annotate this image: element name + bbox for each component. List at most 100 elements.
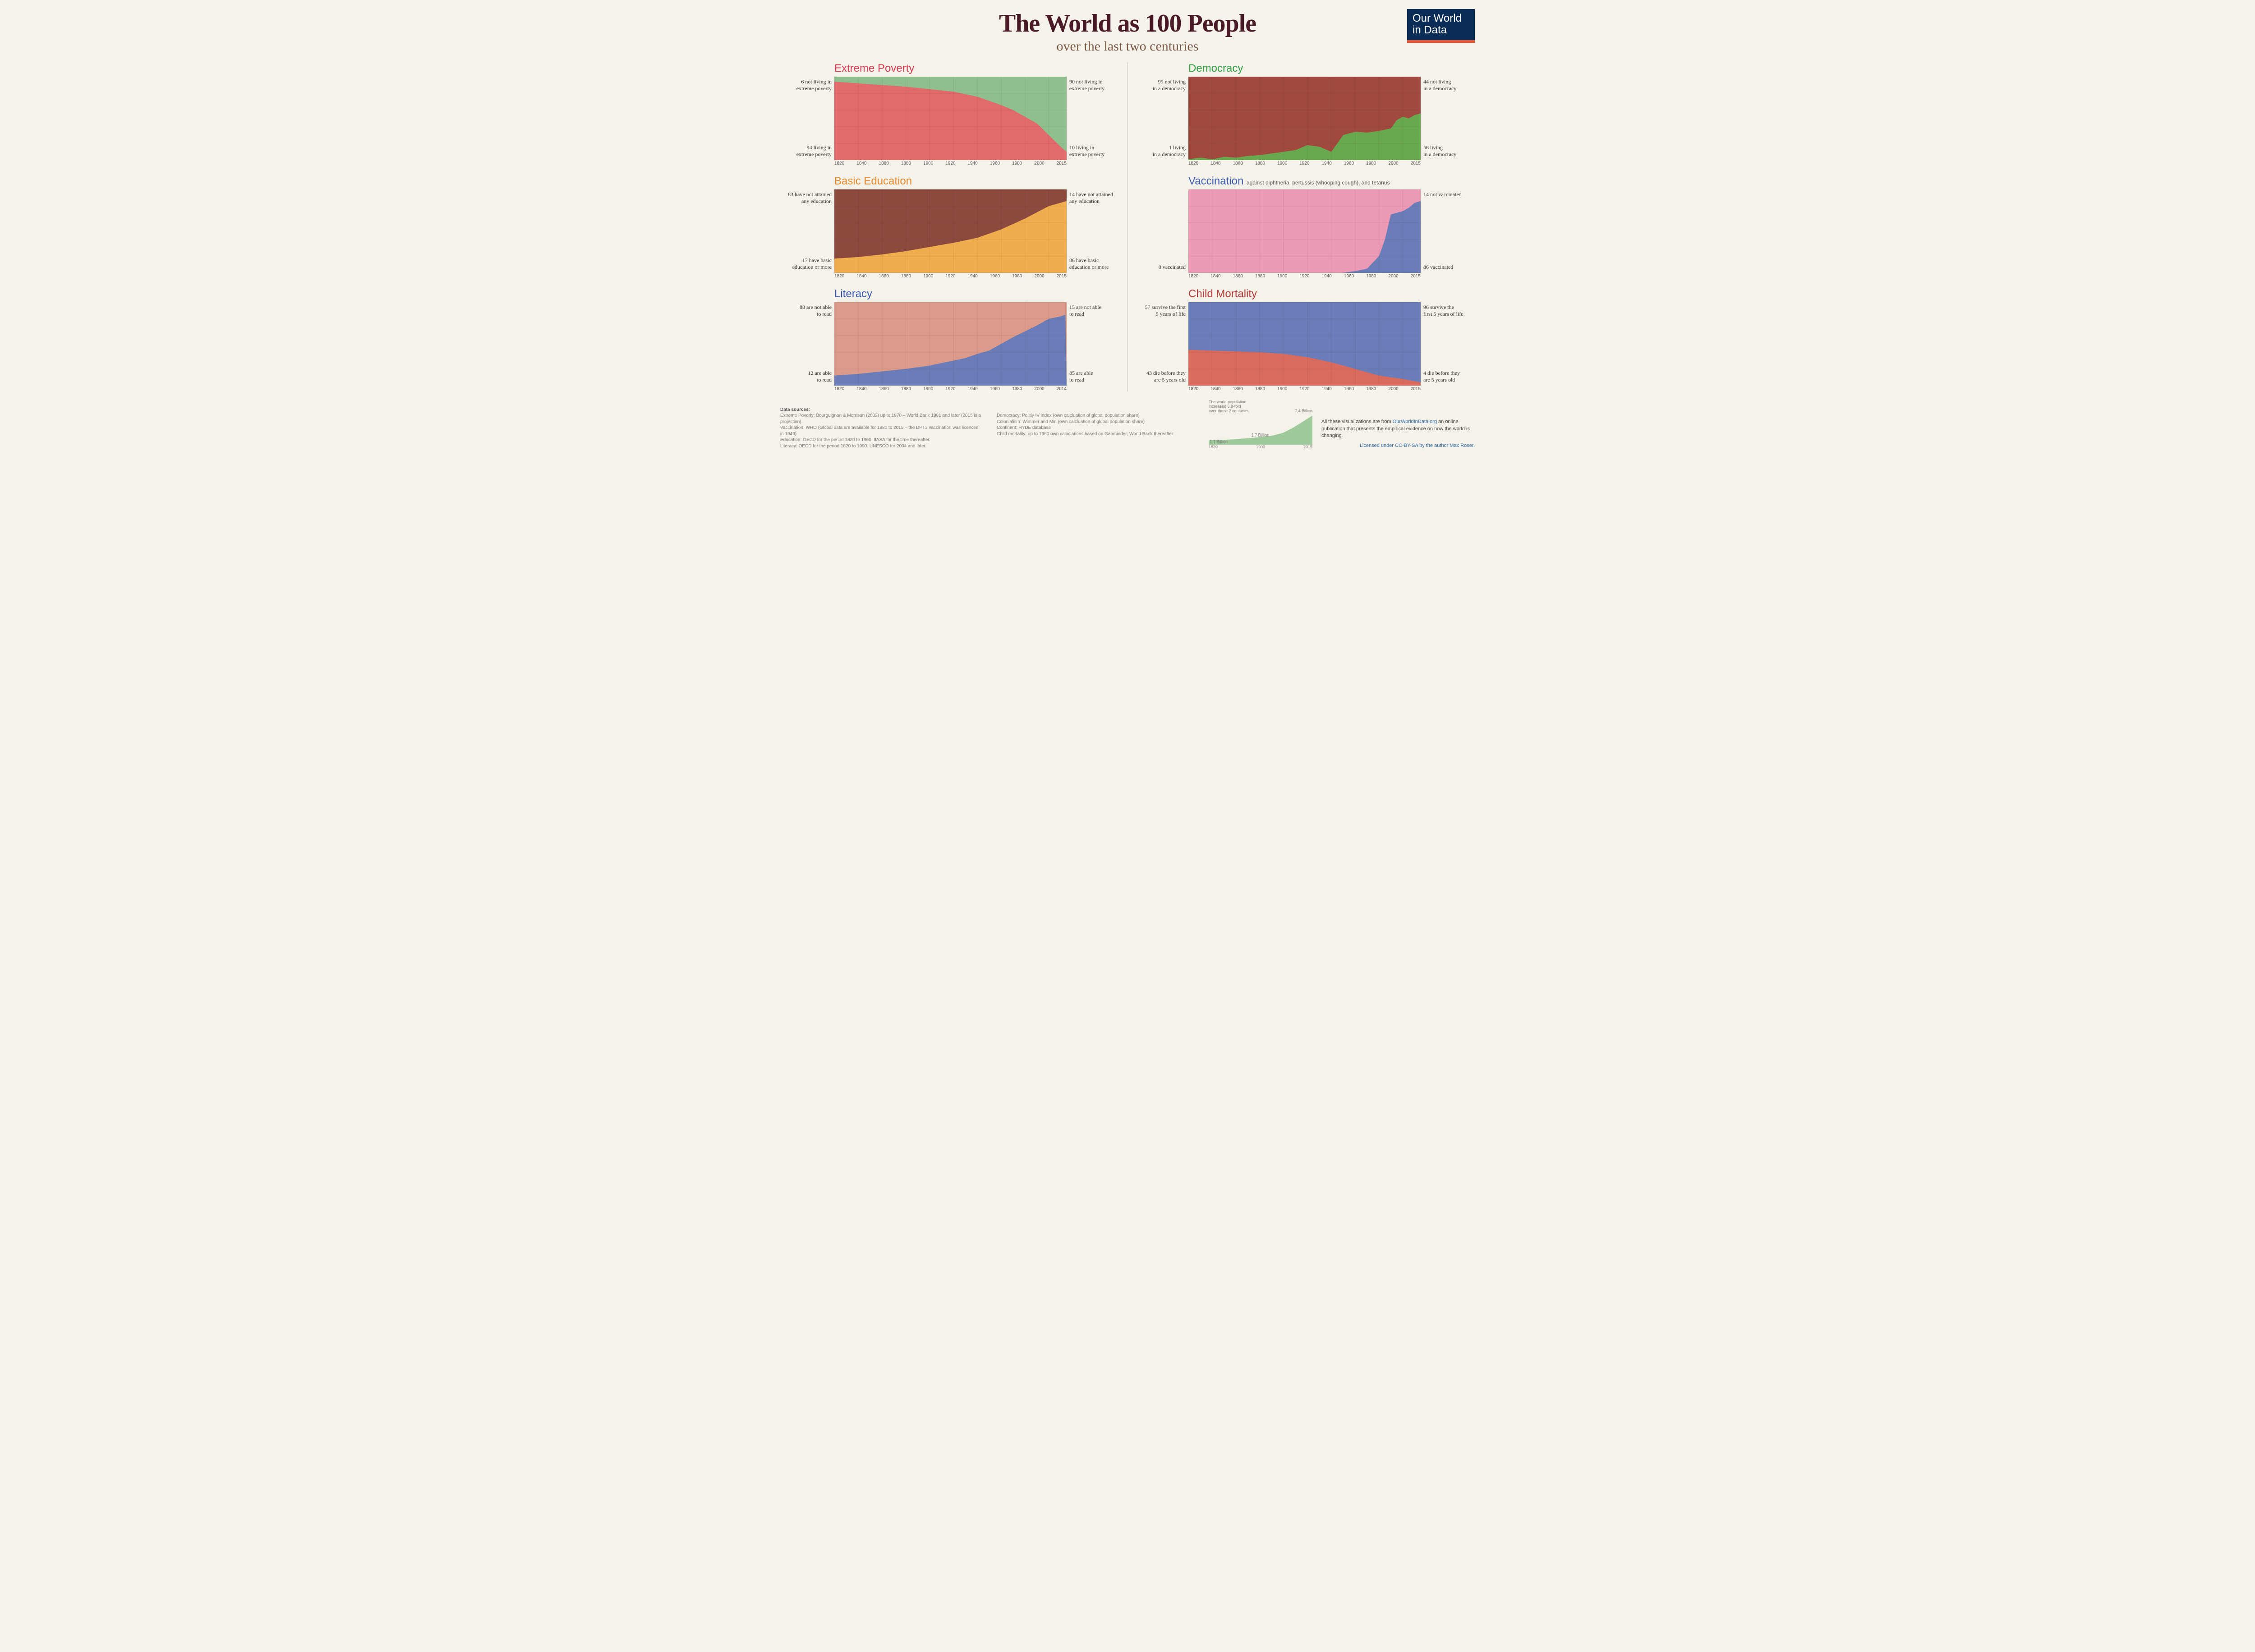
- xtick: 1900: [923, 274, 933, 279]
- label-left-top: 88 are not able to read: [780, 304, 832, 318]
- chart-education: [834, 189, 1067, 273]
- xtick: 1940: [1322, 161, 1332, 166]
- xtick: 1840: [1210, 387, 1220, 391]
- xtick: 1840: [856, 387, 866, 391]
- credits-link[interactable]: OurWorldInData.org: [1393, 419, 1437, 424]
- panel-title-education: Basic Education: [834, 175, 1121, 188]
- xtick: 1900: [923, 161, 933, 166]
- xtick: 1980: [1366, 387, 1376, 391]
- xtick: 2015: [1411, 161, 1421, 166]
- owid-logo: Our World in Data: [1407, 9, 1475, 43]
- sources-heading: Data sources:: [780, 407, 810, 412]
- xtick: 2000: [1034, 387, 1044, 391]
- xaxis-poverty: 1820184018601880190019201940196019802000…: [834, 161, 1067, 166]
- label-right-top: 44 not living in a democracy: [1423, 78, 1475, 92]
- svg-text:1.7 Billion: 1.7 Billion: [1251, 433, 1269, 438]
- xtick: 1980: [1366, 274, 1376, 279]
- labels-left-poverty: 6 not living in extreme poverty 94 livin…: [780, 77, 834, 166]
- xtick: 1880: [901, 161, 911, 166]
- panel-title-vaccination: Vaccination against diphtheria, pertussi…: [1188, 175, 1475, 188]
- panel-title-literacy: Literacy: [834, 288, 1121, 300]
- xtick: 1820: [834, 161, 844, 166]
- chart-child_mortality: [1188, 302, 1421, 386]
- labels-left-democracy: 99 not living in a democracy 1 living in…: [1134, 77, 1188, 166]
- credits-text1: All these visualizations are from: [1321, 419, 1393, 424]
- panel-title-democracy: Democracy: [1188, 62, 1475, 75]
- panel-democracy: Democracy 99 not living in a democracy 1…: [1134, 62, 1475, 166]
- label-left-top: 99 not living in a democracy: [1134, 78, 1186, 92]
- xaxis-democracy: 1820184018601880190019201940196019802000…: [1188, 161, 1421, 166]
- labels-right-literacy: 15 are not able to read 85 are able to r…: [1067, 302, 1121, 391]
- label-right-top: 90 not living in extreme poverty: [1069, 78, 1121, 92]
- xtick: 2015: [1411, 387, 1421, 391]
- xtick: 1880: [1255, 274, 1265, 279]
- xtick: 1820: [1188, 387, 1198, 391]
- panel-child_mortality: Child Mortality 57 survive the first 5 y…: [1134, 288, 1475, 391]
- xtick: 1980: [1012, 387, 1022, 391]
- label-left-bottom: 1 living in a democracy: [1134, 144, 1186, 158]
- xtick: 1820: [1188, 274, 1198, 279]
- label-right-top: 14 not vaccinated: [1423, 191, 1475, 198]
- xtick: 1940: [968, 161, 978, 166]
- label-right-bottom: 86 vaccinated: [1423, 264, 1475, 271]
- labels-left-education: 83 have not attained any education 17 ha…: [780, 189, 834, 279]
- xtick: 2015: [1411, 274, 1421, 279]
- xtick: 1820: [1188, 161, 1198, 166]
- xtick: 1920: [945, 387, 955, 391]
- xtick: 1860: [879, 274, 889, 279]
- xaxis-child_mortality: 1820184018601880190019201940196019802000…: [1188, 387, 1421, 391]
- labels-left-child_mortality: 57 survive the first 5 years of life 43 …: [1134, 302, 1188, 391]
- license-text: Licensed under CC-BY-SA by the author Ma…: [1321, 442, 1475, 449]
- xtick: 1900: [1277, 387, 1287, 391]
- labels-right-education: 14 have not attained any education 86 ha…: [1067, 189, 1121, 279]
- labels-left-literacy: 88 are not able to read 12 are able to r…: [780, 302, 834, 391]
- xtick: 1840: [1210, 274, 1220, 279]
- xaxis-vaccination: 1820184018601880190019201940196019802000…: [1188, 274, 1421, 279]
- label-right-top: 14 have not attained any education: [1069, 191, 1121, 205]
- label-left-top: 6 not living in extreme poverty: [780, 78, 832, 92]
- xtick: 2015: [1057, 274, 1067, 279]
- label-right-top: 15 are not able to read: [1069, 304, 1121, 318]
- chart-grid: Extreme Poverty 6 not living in extreme …: [780, 62, 1475, 391]
- label-left-bottom: 43 die before they are 5 years old: [1134, 370, 1186, 383]
- label-right-bottom: 10 living in extreme poverty: [1069, 144, 1121, 158]
- population-mini-chart: The world population increased 6.8-fold …: [1209, 400, 1312, 449]
- sources-col1: Extreme Poverty: Bourguignon & Morrison …: [780, 413, 981, 449]
- xtick: 1960: [990, 274, 1000, 279]
- label-left-bottom: 0 vaccinated: [1134, 264, 1186, 271]
- xtick: 1980: [1012, 274, 1022, 279]
- chart-poverty: [834, 77, 1067, 160]
- xtick: 1920: [1299, 387, 1309, 391]
- xtick: 1940: [1322, 387, 1332, 391]
- xtick: 1880: [1255, 161, 1265, 166]
- credits: All these visualizations are from OurWor…: [1321, 419, 1475, 449]
- xtick: 1920: [1299, 274, 1309, 279]
- xtick: 1960: [1344, 274, 1354, 279]
- xtick: 1860: [879, 387, 889, 391]
- xtick: 1860: [879, 161, 889, 166]
- page-subtitle: over the last two centuries: [780, 39, 1475, 54]
- xaxis-education: 1820184018601880190019201940196019802000…: [834, 274, 1067, 279]
- logo-line2: in Data: [1413, 24, 1447, 36]
- xtick: 1980: [1012, 161, 1022, 166]
- xtick: 1920: [945, 274, 955, 279]
- xtick: 1900: [1277, 274, 1287, 279]
- xtick: 1900: [923, 387, 933, 391]
- xtick: 1920: [1299, 161, 1309, 166]
- pop-end-label: 7.4 Billion: [1295, 409, 1312, 413]
- xtick: 1880: [901, 387, 911, 391]
- panel-title-child_mortality: Child Mortality: [1188, 288, 1475, 300]
- label-right-bottom: 86 have basic education or more: [1069, 257, 1121, 271]
- chart-literacy: [834, 302, 1067, 386]
- labels-left-vaccination: 0 vaccinated: [1134, 189, 1188, 279]
- logo-line1: Our World: [1413, 12, 1462, 24]
- label-left-bottom: 12 are able to read: [780, 370, 832, 383]
- label-right-bottom: 85 are able to read: [1069, 370, 1121, 383]
- xtick: 1820: [834, 274, 844, 279]
- chart-democracy: [1188, 77, 1421, 160]
- xaxis-literacy: 1820184018601880190019201940196019802000…: [834, 387, 1067, 391]
- xtick: 1980: [1366, 161, 1376, 166]
- label-left-top: 57 survive the first 5 years of life: [1134, 304, 1186, 318]
- label-left-top: 83 have not attained any education: [780, 191, 832, 205]
- xtick: 1920: [945, 161, 955, 166]
